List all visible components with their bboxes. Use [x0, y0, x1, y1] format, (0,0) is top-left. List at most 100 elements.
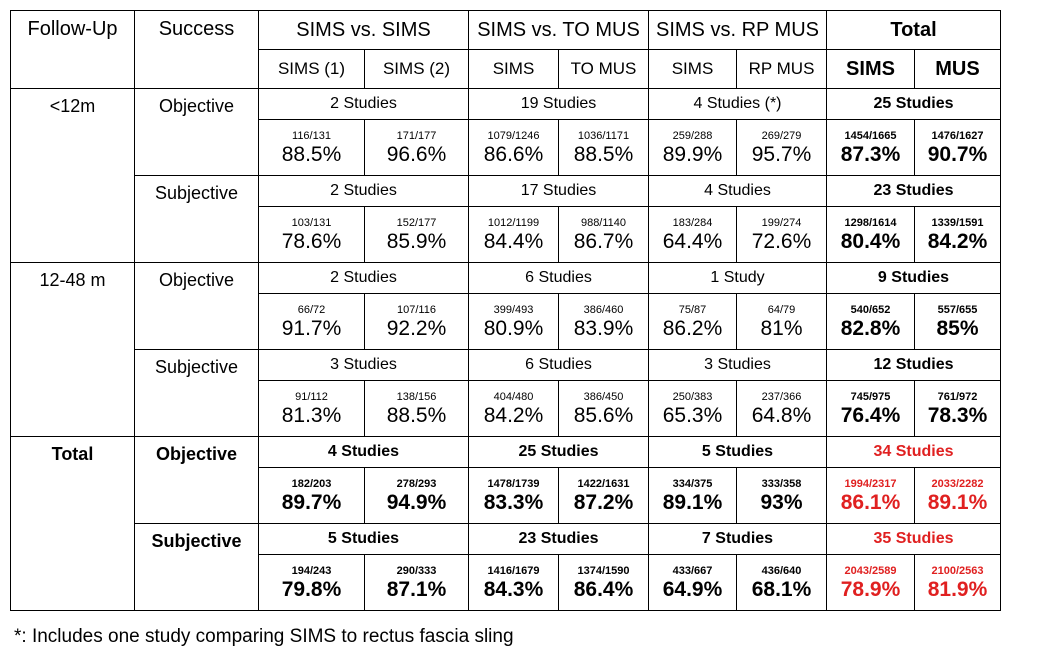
fraction-value: 557/655	[937, 304, 978, 316]
value-cell: 433/667 64.9%	[648, 554, 737, 611]
percent-value: 78.3%	[927, 404, 988, 427]
fraction-value: 103/131	[291, 217, 332, 229]
success-label: Objective	[134, 436, 259, 524]
value-cell: 333/358 93%	[736, 467, 827, 524]
fraction-value: 1079/1246	[487, 130, 540, 142]
percent-value: 89.1%	[662, 491, 723, 514]
fraction-value: 171/177	[396, 130, 437, 142]
fraction-value: 1476/1627	[931, 130, 984, 142]
fraction-value: 399/493	[493, 304, 534, 316]
value-cell: 386/450 85.6%	[558, 380, 649, 437]
table-body: <12m Objective 2 Studies 19 Studies 4 Studie…	[10, 88, 1001, 611]
percent-value: 86.2%	[662, 317, 723, 340]
fraction-value: 2100/2563	[931, 565, 984, 577]
fraction-value: 988/1140	[580, 217, 627, 229]
value-cell: 75/87 86.2%	[648, 293, 737, 350]
values-row: 116/131 88.5% 171/177 96.6% 1079/1246 86.6% 10…	[11, 119, 1001, 176]
fraction-value: 2033/2282	[931, 478, 984, 490]
value-cell: 1478/1739 83.3%	[468, 467, 559, 524]
fraction-value: 761/972	[937, 391, 978, 403]
values-row: 91/112 81.3% 138/156 88.5% 404/480 84.2% 386/4…	[11, 380, 1001, 437]
value-cell: 1012/1199 84.4%	[468, 206, 559, 263]
study-count: 3 Studies	[258, 349, 469, 381]
results-table: Follow-Up Success SIMS vs. SIMS SIMS vs.…	[10, 10, 1001, 611]
value-cell: 199/274 72.6%	[736, 206, 827, 263]
percent-value: 78.9%	[840, 578, 901, 601]
study-count: 3 Studies	[648, 349, 827, 381]
study-count: 4 Studies	[648, 175, 827, 207]
fraction-value: 1298/1614	[844, 217, 897, 229]
percent-value: 84.3%	[483, 578, 544, 601]
value-cell: 66/72 91.7%	[258, 293, 365, 350]
value-cell: 1476/1627 90.7%	[914, 119, 1001, 176]
percent-value: 68.1%	[751, 578, 812, 601]
fraction-value: 259/288	[672, 130, 713, 142]
value-cell: 1374/1590 86.4%	[558, 554, 649, 611]
fraction-value: 183/284	[672, 217, 713, 229]
study-count: 35 Studies	[826, 523, 1001, 555]
fraction-value: 138/156	[396, 391, 437, 403]
success-label: Subjective	[134, 349, 259, 437]
percent-value: 64.8%	[751, 404, 812, 427]
percent-value: 87.2%	[573, 491, 634, 514]
percent-value: 72.6%	[751, 230, 812, 253]
fraction-value: 64/79	[767, 304, 796, 316]
study-count: 2 Studies	[258, 88, 469, 120]
study-count: 12 Studies	[826, 349, 1001, 381]
study-count: 5 Studies	[258, 523, 469, 555]
subcolumn-header: SIMS	[648, 49, 737, 89]
study-count: 5 Studies	[648, 436, 827, 468]
percent-value: 94.9%	[386, 491, 447, 514]
fraction-value: 745/975	[850, 391, 891, 403]
study-count: 25 Studies	[468, 436, 649, 468]
study-count: 2 Studies	[258, 262, 469, 294]
value-cell: 138/156 88.5%	[364, 380, 469, 437]
percent-value: 93%	[760, 491, 803, 514]
group-header-sims-vs-rp-mus: SIMS vs. RP MUS	[648, 10, 827, 50]
percent-value: 76.4%	[840, 404, 901, 427]
value-cell: 290/333 87.1%	[364, 554, 469, 611]
value-cell: 182/203 89.7%	[258, 467, 365, 524]
fraction-value: 1478/1739	[487, 478, 540, 490]
subcolumn-header: MUS	[914, 49, 1001, 89]
footnote: *: Includes one study comparing SIMS to …	[14, 626, 514, 647]
fraction-value: 250/383	[672, 391, 713, 403]
study-count: 34 Studies	[826, 436, 1001, 468]
fraction-value: 386/450	[583, 391, 624, 403]
value-cell: 540/652 82.8%	[826, 293, 915, 350]
fraction-value: 116/131	[292, 130, 331, 142]
fraction-value: 433/667	[672, 565, 713, 577]
fraction-value: 75/87	[678, 304, 707, 316]
fraction-value: 1339/1591	[931, 217, 984, 229]
percent-value: 88.5%	[386, 404, 447, 427]
percent-value: 64.9%	[662, 578, 723, 601]
values-row: 66/72 91.7% 107/116 92.2% 399/493 80.9% 386/46…	[11, 293, 1001, 350]
fraction-value: 386/460	[583, 304, 624, 316]
percent-value: 84.4%	[483, 230, 544, 253]
study-count: 17 Studies	[468, 175, 649, 207]
studies-row: Subjective 5 Studies 23 Studies 7 Studies 35…	[11, 523, 1001, 611]
percent-value: 65.3%	[662, 404, 723, 427]
fraction-value: 91/112	[295, 391, 328, 403]
value-cell: 745/975 76.4%	[826, 380, 915, 437]
value-cell: 1036/1171 88.5%	[558, 119, 649, 176]
percent-value: 79.8%	[281, 578, 342, 601]
percent-value: 86.6%	[483, 143, 544, 166]
value-cell: 2100/2563 81.9%	[914, 554, 1001, 611]
value-cell: 183/284 64.4%	[648, 206, 737, 263]
percent-value: 96.6%	[386, 143, 447, 166]
fraction-value: 66/72	[297, 304, 326, 316]
value-cell: 1079/1246 86.6%	[468, 119, 559, 176]
percent-value: 86.4%	[573, 578, 634, 601]
value-cell: 2043/2589 78.9%	[826, 554, 915, 611]
fraction-value: 1012/1199	[487, 217, 540, 229]
percent-value: 84.2%	[927, 230, 988, 253]
study-count: 4 Studies	[258, 436, 469, 468]
value-cell: 107/116 92.2%	[364, 293, 469, 350]
percent-value: 86.7%	[573, 230, 634, 253]
percent-value: 90.7%	[927, 143, 988, 166]
percent-value: 88.5%	[573, 143, 634, 166]
percent-value: 81.3%	[281, 404, 342, 427]
fraction-value: 278/293	[396, 478, 437, 490]
fraction-value: 1416/1679	[487, 565, 540, 577]
